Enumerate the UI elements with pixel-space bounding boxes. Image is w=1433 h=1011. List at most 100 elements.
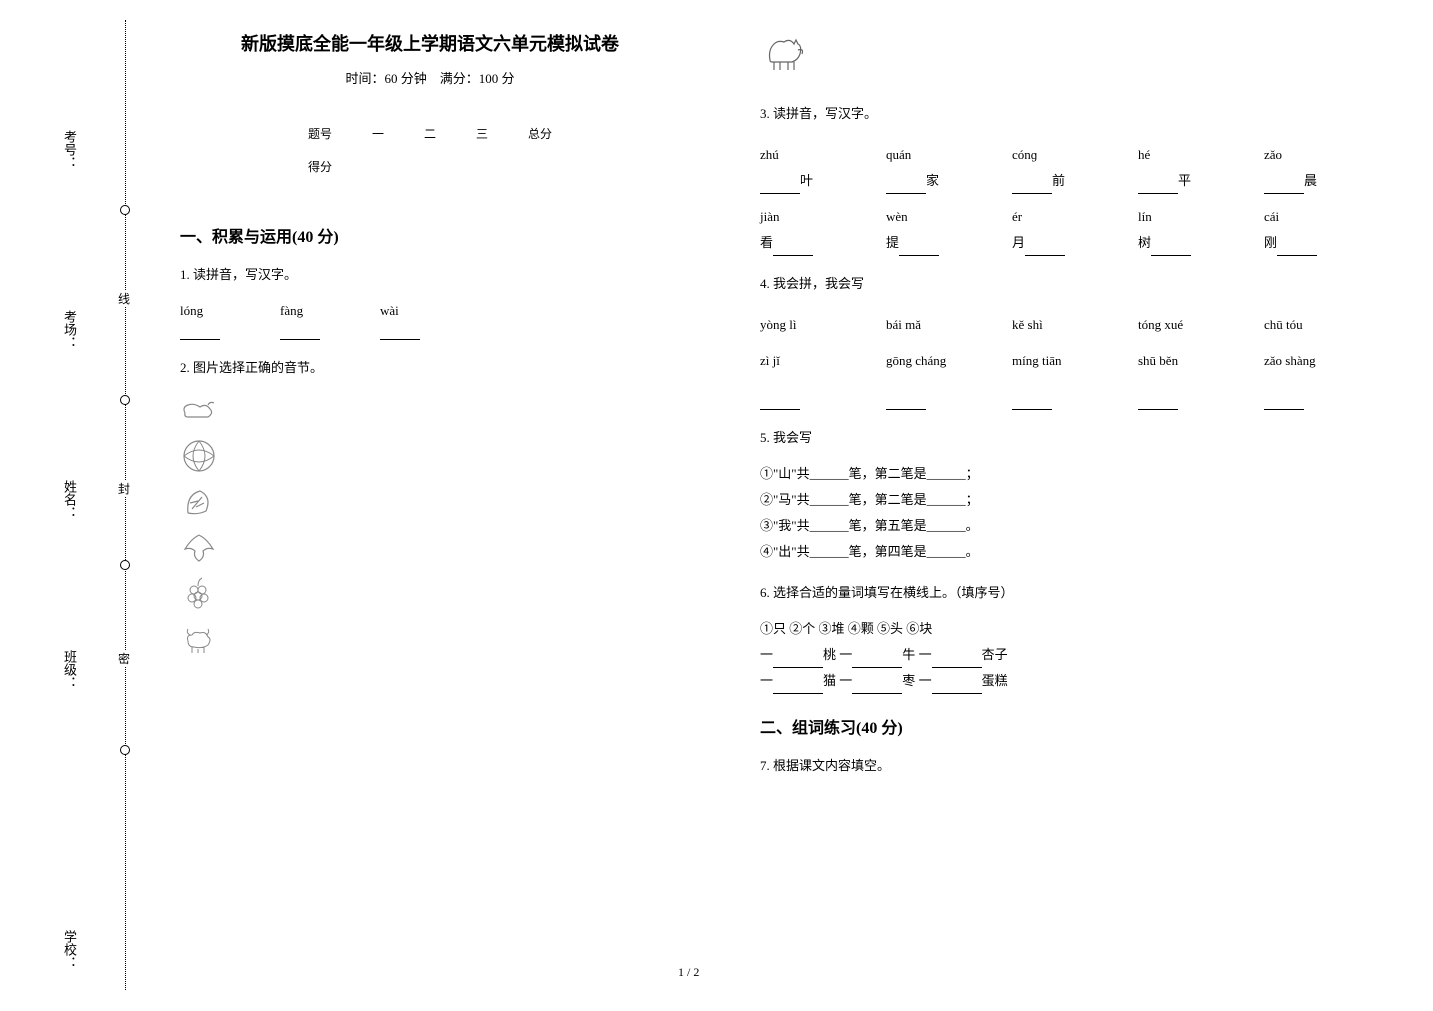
section-1-title: 一、积累与运用(40 分): [180, 223, 680, 247]
blank-line: [1151, 240, 1191, 256]
question-3: 3. 读拼音，写汉字。 zhú 叶 quán 家 cónɡ 前 hé 平 zǎo 晨 ji…: [760, 101, 1360, 256]
score-cell: [508, 150, 572, 183]
q6-num: 6.: [760, 585, 770, 600]
q4-pinyin: tóng xué: [1138, 312, 1234, 338]
score-label: 满分：100 分: [440, 71, 515, 86]
question-2: 2. 图片选择正确的音节。: [180, 355, 680, 659]
hanzi: 前: [1052, 173, 1065, 188]
blank-line: [773, 240, 813, 256]
q3-text: 读拼音，写汉字。: [773, 106, 877, 121]
q4-pinyin: yòng lì: [760, 312, 856, 338]
question-1: 1. 读拼音，写汉字。 lóng fàng wài: [180, 262, 680, 340]
sheep-icon: [180, 621, 218, 659]
blank-line: [1012, 178, 1052, 194]
q6-options: ①只 ②个 ③堆 ④颗 ⑤头 ⑥块: [760, 616, 1360, 642]
pinyin: hé: [1138, 147, 1150, 162]
q3-cell: lín树: [1138, 204, 1234, 256]
hanzi: 看: [760, 235, 773, 250]
hanzi: 叶: [800, 173, 813, 188]
eagle-icon: [180, 529, 218, 567]
q1-num: 1.: [180, 267, 190, 282]
blank-line: [380, 324, 420, 340]
score-row-label: 得分: [288, 150, 352, 183]
hanzi: 提: [886, 235, 899, 250]
binding-circle: [120, 745, 130, 755]
q5-line: ②"马"共______笔，第二笔是______；: [760, 487, 1360, 513]
q1-text: 读拼音，写汉字。: [193, 267, 297, 282]
binding-label-banji: 班级：: [60, 650, 79, 689]
q6-line1: 一桃 一牛 一杏子: [760, 642, 1360, 668]
pinyin: quán: [886, 147, 911, 162]
binding-label-kaohao: 考号：: [60, 130, 79, 169]
blank-line: [1138, 394, 1178, 410]
q3-cell: jiàn 看: [760, 204, 856, 256]
hanzi: 刚: [1264, 235, 1277, 250]
score-cell: [404, 150, 456, 183]
q4-row1: yòng lì bái mǎ kě shì tóng xué chū tóu: [760, 312, 1360, 338]
q2-num: 2.: [180, 360, 190, 375]
q3-cell: zǎo 晨: [1264, 142, 1360, 194]
q2-icon-stack: [180, 391, 680, 659]
leaf-icon: [180, 483, 218, 521]
binding-line: [125, 20, 126, 990]
q6-word: 猫: [823, 673, 836, 688]
blank-line: [1138, 178, 1178, 194]
q6-word: 蛋糕: [982, 673, 1008, 688]
pinyin: ér: [1012, 209, 1022, 224]
binding-circle: [120, 560, 130, 570]
score-col-2: 二: [404, 117, 456, 150]
q5-line: ③"我"共______笔，第五笔是______。: [760, 513, 1360, 539]
q2-text: 图片选择正确的音节。: [193, 360, 323, 375]
whale-icon: [180, 391, 218, 429]
score-cell: [352, 150, 404, 183]
q4-pinyin: chū tóu: [1264, 312, 1360, 338]
page-content: 新版摸底全能一年级上学期语文六单元模拟试卷 时间：60 分钟 满分：100 分 …: [180, 30, 1393, 794]
q4-pinyin: kě shì: [1012, 312, 1108, 338]
q3-cell: zhú 叶: [760, 142, 856, 194]
hanzi: 家: [926, 173, 939, 188]
blank-line: [1012, 394, 1052, 410]
q1-item: lóng: [180, 298, 220, 340]
grapes-icon: [180, 575, 218, 613]
q4-pinyin: bái mǎ: [886, 312, 982, 338]
pinyin: jiàn: [760, 209, 780, 224]
q4-pinyin: zì jǐ: [760, 348, 856, 374]
pinyin: zhú: [760, 147, 779, 162]
q4-pinyin: míng tiān: [1012, 348, 1108, 374]
q4-text: 我会拼，我会写: [773, 276, 864, 291]
right-column: 3. 读拼音，写汉字。 zhú 叶 quán 家 cónɡ 前 hé 平 zǎo 晨 ji…: [760, 30, 1360, 794]
q3-num: 3.: [760, 106, 770, 121]
q1-pinyin: lóng: [180, 298, 220, 324]
time-label: 时间：60 分钟: [345, 71, 426, 86]
pinyin: cónɡ: [1012, 147, 1037, 162]
q3-grid-row1: zhú 叶 quán 家 cónɡ 前 hé 平 zǎo 晨: [760, 142, 1360, 194]
score-cell: [456, 150, 508, 183]
hanzi: 平: [1178, 173, 1191, 188]
pinyin: zǎo: [1264, 147, 1282, 162]
q3-cell: cái刚: [1264, 204, 1360, 256]
q3-cell: ér月: [1012, 204, 1108, 256]
binding-char-mi: 密: [118, 650, 130, 667]
blank-line: [180, 324, 220, 340]
q4-row2: zì jǐ gōng cháng míng tiān shū běn zǎo s…: [760, 348, 1360, 374]
exam-title: 新版摸底全能一年级上学期语文六单元模拟试卷: [180, 30, 680, 56]
blank-line: [1264, 394, 1304, 410]
q6-word: 桃: [823, 647, 836, 662]
page-number: 1 / 2: [678, 965, 699, 980]
q6-word: 枣: [902, 673, 915, 688]
score-col-label: 题号: [288, 117, 352, 150]
score-table: 题号 一 二 三 总分 得分: [288, 117, 572, 183]
binding-char-xian: 线: [118, 290, 130, 307]
binding-circle: [120, 205, 130, 215]
q3-cell: hé 平: [1138, 142, 1234, 194]
q1-item: wài: [380, 298, 420, 340]
binding-char-feng: 封: [118, 480, 130, 497]
pinyin: wèn: [886, 209, 908, 224]
q3-cell: wèn 提: [886, 204, 982, 256]
question-7: 7. 根据课文内容填空。: [760, 753, 1360, 779]
q4-num: 4.: [760, 276, 770, 291]
binding-label-kaochang: 考场：: [60, 310, 79, 349]
hanzi: 晨: [1304, 173, 1317, 188]
blank-line: [932, 652, 982, 668]
q7-text: 根据课文内容填空。: [773, 758, 890, 773]
